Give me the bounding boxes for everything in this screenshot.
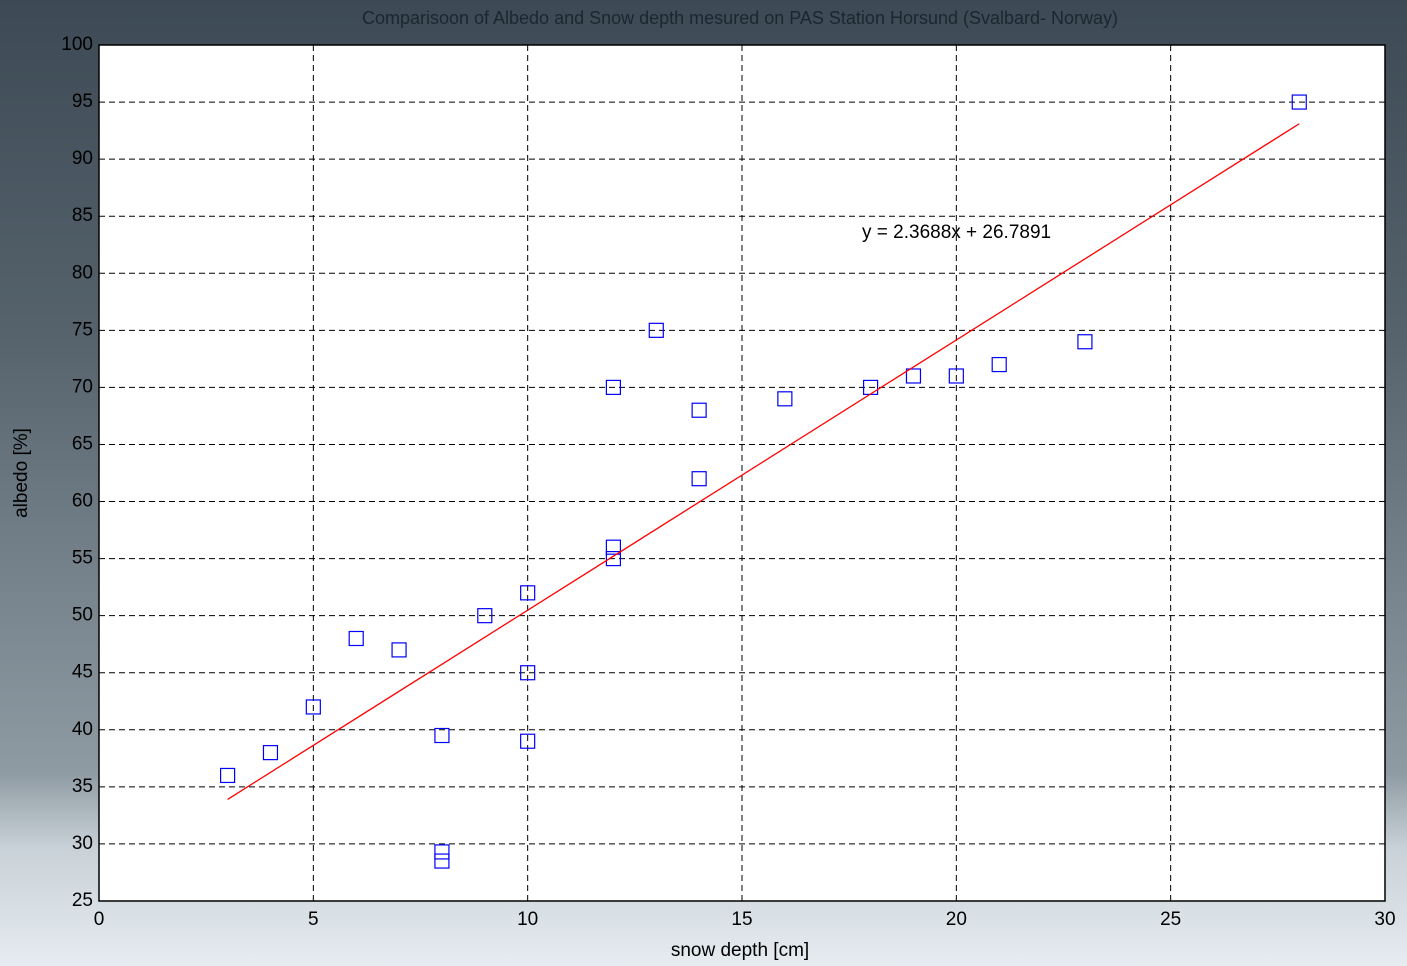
x-tick-label: 10: [517, 909, 538, 930]
plot-border: [98, 44, 1386, 902]
y-tick-label: 60: [72, 491, 93, 512]
point: [605, 379, 622, 395]
point: [391, 642, 407, 658]
y-axis-label: albedo [%]: [11, 428, 32, 518]
y-tick-label: 55: [72, 548, 93, 569]
point: [305, 699, 321, 715]
chart-title: Comparisoon of Albedo and Snow depth mes…: [362, 8, 1118, 28]
point: [1077, 334, 1093, 350]
x-tick-label: 20: [946, 909, 967, 930]
y-tick-label: 90: [72, 148, 93, 169]
x-tick-label: 0: [94, 909, 105, 930]
y-tick-label: 30: [72, 833, 93, 854]
point: [220, 767, 236, 784]
point: [520, 733, 536, 749]
y-tick-label: 100: [61, 34, 93, 55]
point: [691, 471, 707, 487]
y-tick-label: 70: [72, 376, 93, 397]
point: [991, 356, 1007, 373]
point: [434, 727, 450, 744]
point: [605, 550, 622, 567]
point: [434, 853, 450, 869]
y-tick-label: 25: [72, 890, 93, 911]
y-tick-label: 40: [72, 719, 93, 740]
point: [648, 322, 664, 338]
x-axis-label: snow depth [cm]: [671, 940, 809, 961]
point: [477, 608, 493, 624]
x-tick-label: 15: [731, 909, 752, 930]
y-tick-label: 45: [72, 662, 93, 683]
y-tick-label: 85: [72, 205, 93, 226]
point: [777, 391, 793, 407]
point: [1291, 94, 1307, 110]
plot-area: [99, 45, 1385, 901]
x-tick-label: 5: [308, 909, 319, 930]
point: [605, 539, 622, 555]
x-tick-label: 25: [1160, 909, 1181, 930]
point: [520, 665, 536, 681]
y-tick-label: 75: [72, 319, 93, 340]
y-tick-label: 35: [72, 776, 93, 797]
x-tick-label: 30: [1374, 909, 1395, 930]
y-tick-label: 50: [72, 605, 93, 626]
point: [948, 368, 964, 384]
y-tick-label: 95: [72, 91, 93, 112]
point: [691, 402, 707, 418]
point: [348, 630, 364, 647]
point: [262, 745, 279, 761]
point: [520, 585, 536, 601]
fit-line: [227, 123, 1300, 800]
point: [905, 368, 922, 384]
y-tick-label: 80: [72, 262, 93, 283]
point: [434, 844, 450, 860]
annotation: y = 2.3688x + 26.7891: [862, 222, 1051, 243]
y-tick-label: 65: [72, 433, 93, 454]
